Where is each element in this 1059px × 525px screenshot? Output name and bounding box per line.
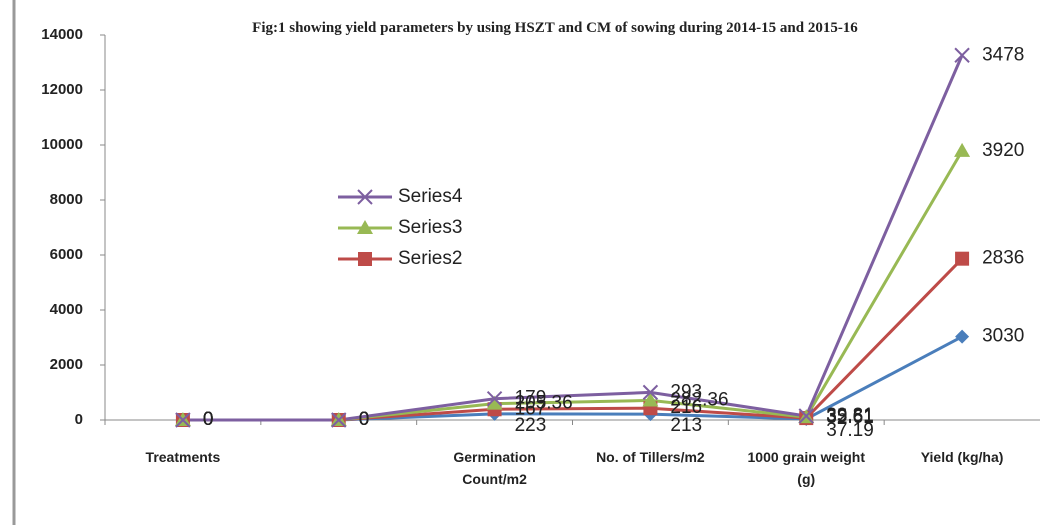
data-label: 213	[670, 415, 702, 436]
x-tick-label: Yield (kg/ha)	[920, 449, 1004, 465]
data-label: 39.81	[826, 405, 874, 426]
data-label: 167	[515, 398, 547, 419]
data-label: 37.19	[826, 420, 874, 441]
data-label: 216	[670, 397, 702, 418]
x-tick-label: No. of Tillers/m2	[596, 449, 705, 465]
y-tick-label: 8000	[50, 191, 83, 208]
y-tick-label: 10000	[41, 136, 83, 153]
marker	[955, 251, 970, 266]
marker	[642, 384, 659, 401]
y-tick-label: 12000	[41, 81, 83, 98]
legend-label: Series3	[398, 217, 462, 238]
chart-title: Fig:1 showing yield parameters by using …	[252, 20, 858, 36]
data-label: 2836	[982, 248, 1024, 269]
y-tick-label: 6000	[50, 246, 83, 263]
y-tick-label: 2000	[50, 356, 83, 373]
data-label: 0	[359, 409, 370, 430]
x-tick-label: 1000 grain weight (g)	[747, 449, 865, 487]
data-label: 223	[515, 415, 547, 436]
marker	[954, 142, 971, 157]
marker	[955, 329, 970, 344]
data-label: 3920	[982, 140, 1024, 161]
marker	[357, 220, 373, 234]
data-label: 32.61	[826, 407, 874, 428]
x-tick-label: Treatments	[145, 449, 221, 465]
data-label: 0	[359, 409, 370, 430]
marker	[358, 252, 372, 266]
legend-label: Series2	[398, 248, 462, 269]
data-label: 0	[203, 409, 214, 430]
data-label: 293	[670, 381, 702, 402]
data-label: 282.36	[670, 389, 728, 410]
data-label: 205.36	[515, 393, 573, 414]
marker	[954, 47, 970, 63]
data-label: 0	[359, 409, 370, 430]
marker	[798, 408, 814, 424]
x-tick-label: Germination Count/m2	[453, 449, 536, 487]
marker	[486, 390, 503, 407]
data-label: 3030	[982, 326, 1024, 347]
marker	[486, 395, 503, 410]
data-label: 0	[359, 409, 370, 430]
y-tick-label: 14000	[41, 26, 83, 43]
data-label: 35.61	[826, 406, 874, 427]
marker	[175, 412, 191, 428]
data-label: 179	[515, 388, 547, 409]
data-label: 3478	[982, 44, 1024, 65]
y-tick-label: 0	[75, 411, 83, 428]
marker	[642, 392, 659, 407]
data-label: 0	[203, 409, 214, 430]
legend-label: Series4	[398, 186, 463, 207]
data-label: 0	[203, 409, 214, 430]
marker	[331, 412, 347, 428]
marker	[357, 189, 373, 205]
y-tick-label: 4000	[50, 301, 83, 318]
data-label: 0	[203, 409, 214, 430]
series-line	[182, 54, 964, 422]
